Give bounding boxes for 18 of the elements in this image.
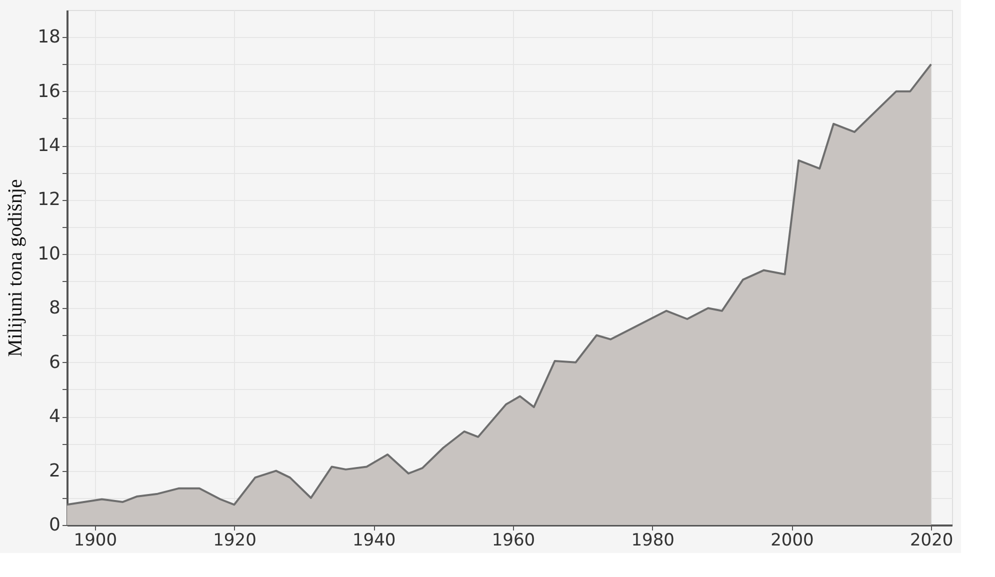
- x-tick-label: 2020: [910, 530, 954, 550]
- y-tick-label: 16: [38, 80, 60, 102]
- y-tick-label: 18: [38, 26, 60, 48]
- y-axis-title: Milijuni tona godišnje: [4, 178, 27, 357]
- x-tick-label: 2000: [770, 530, 814, 550]
- y-tick-label: 14: [38, 135, 60, 156]
- y-tick-label: 12: [38, 189, 60, 210]
- y-tick-label: 8: [49, 298, 60, 319]
- y-tick-label: 2: [49, 460, 60, 482]
- x-tick-label: 1940: [352, 530, 396, 550]
- y-tick-label: 6: [49, 352, 60, 373]
- x-tick-label: 1920: [213, 530, 256, 550]
- y-tick-label: 4: [49, 406, 60, 428]
- y-tick-label: 10: [38, 243, 60, 264]
- x-tick-label: 1980: [631, 530, 674, 550]
- x-tick-label: 1960: [492, 530, 536, 550]
- x-tick-label: 1900: [74, 530, 118, 550]
- y-tick-label: 0: [49, 514, 60, 536]
